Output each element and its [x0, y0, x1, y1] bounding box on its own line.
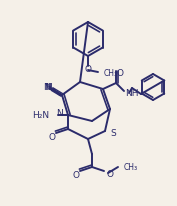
Text: N: N — [45, 83, 51, 92]
Text: H₂N: H₂N — [32, 111, 49, 120]
Text: O: O — [84, 64, 92, 73]
Text: O: O — [73, 171, 79, 180]
Text: N: N — [43, 82, 49, 91]
Text: N: N — [44, 83, 50, 92]
Text: S: S — [110, 128, 116, 137]
Text: N: N — [56, 109, 63, 118]
Text: NH: NH — [125, 88, 138, 97]
Text: CH₃: CH₃ — [124, 163, 138, 172]
Text: O: O — [117, 69, 124, 78]
Text: O: O — [48, 133, 56, 142]
Text: O: O — [107, 170, 114, 179]
Text: CH₃: CH₃ — [104, 68, 118, 77]
